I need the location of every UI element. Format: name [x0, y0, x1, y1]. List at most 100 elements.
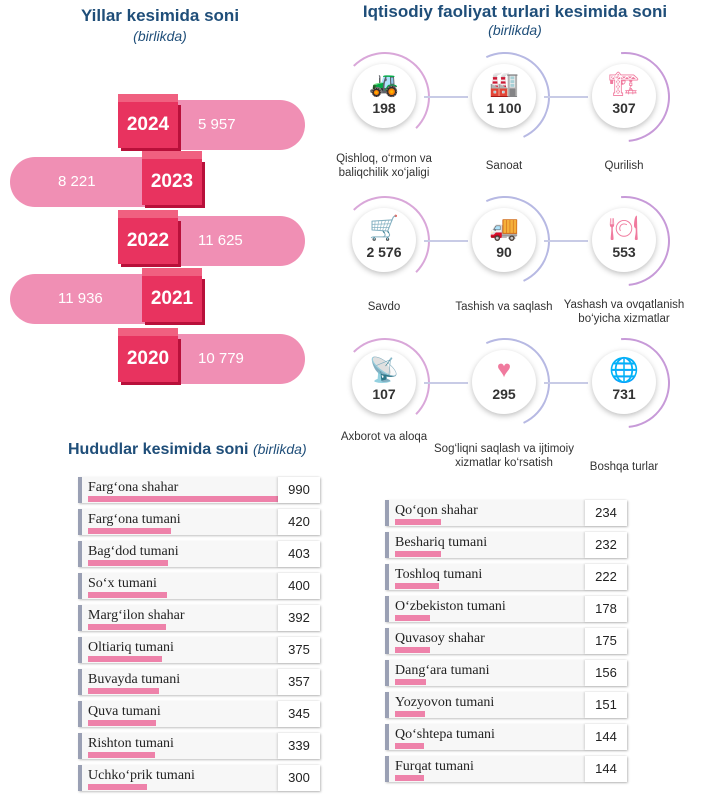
activity-circle: 📡 107 — [352, 350, 416, 414]
year-value-label: 5 957 — [198, 116, 236, 133]
activity-label: Yashash va ovqatlanish bo‘yicha xizmatla… — [563, 299, 685, 325]
region-name: Qo‘qon shahar — [395, 503, 478, 518]
activity-value: 307 — [612, 100, 636, 116]
region-bar — [88, 560, 168, 566]
region-row: Uchko‘prik tumani 300 — [78, 765, 320, 791]
region-bar — [395, 647, 430, 653]
region-row: Toshloq tumani 222 — [385, 564, 627, 590]
region-name: Quva tumani — [88, 704, 161, 719]
activity-circle: ♥ 295 — [472, 350, 536, 414]
region-bar — [395, 615, 431, 621]
region-value: 144 — [585, 756, 627, 782]
region-name: Toshloq tumani — [395, 567, 483, 582]
region-row-edge — [78, 733, 82, 759]
region-bar — [395, 583, 439, 589]
region-row-edge — [385, 724, 389, 750]
region-bar — [88, 592, 168, 598]
region-bar — [395, 519, 442, 525]
region-bar — [88, 496, 284, 502]
region-row-edge — [78, 605, 82, 631]
region-row-edge — [78, 477, 82, 503]
shopping-cart-icon: 🛒 — [369, 215, 399, 242]
year-label: 2021 — [142, 268, 202, 322]
region-name: O‘zbekiston tumani — [395, 599, 506, 614]
region-row: Rishton tumani 339 — [78, 733, 320, 759]
region-bar — [88, 720, 157, 726]
region-row: Quvasoy shahar 175 — [385, 628, 627, 654]
year-label: 2022 — [118, 210, 178, 264]
region-name: Oltiariq tumani — [88, 640, 174, 655]
region-name: Rishton tumani — [88, 736, 174, 751]
region-row-edge — [78, 541, 82, 567]
regions-subtitle: (birlikda) — [252, 441, 307, 457]
activity-connector — [424, 382, 468, 384]
region-row: Marg‘ilon shahar 392 — [78, 605, 320, 631]
region-bar — [395, 775, 424, 781]
antenna-tower-icon: 📡 — [369, 357, 399, 384]
activity-circle: 🚜 198 — [352, 64, 416, 128]
region-name: Dang‘ara tumani — [395, 663, 490, 678]
region-name: Farg‘ona shahar — [88, 480, 179, 495]
region-name: Uchko‘prik tumani — [88, 768, 195, 783]
truck-icon: 🚚 — [489, 215, 519, 242]
activity-circle: 🌐 731 — [592, 350, 656, 414]
region-value: 392 — [278, 605, 320, 631]
regions-title: Hududlar kesimida soni — [68, 441, 249, 458]
activity-connector — [424, 240, 468, 242]
region-row: So‘x tumani 400 — [78, 573, 320, 599]
activity-value: 295 — [492, 386, 516, 402]
tractor-icon: 🚜 — [369, 71, 399, 98]
region-name: Quvasoy shahar — [395, 631, 485, 646]
region-bar — [88, 624, 166, 630]
region-value: 234 — [585, 500, 627, 526]
region-bar — [88, 528, 172, 534]
region-value: 175 — [585, 628, 627, 654]
region-row: Beshariq tumani 232 — [385, 532, 627, 558]
medical-heart-icon: ♥ — [496, 356, 512, 383]
activity-value: 90 — [496, 244, 512, 260]
region-row: Furqat tumani 144 — [385, 756, 627, 782]
globe-arrow-icon: 🌐 — [609, 357, 639, 384]
region-name: Yozyovon tumani — [395, 695, 495, 710]
activity-label: Sanoat — [485, 160, 523, 172]
region-name: Buvayda tumani — [88, 672, 181, 687]
regions-header: Hududlar kesimida soni (birlikda) — [68, 441, 368, 459]
region-bar — [395, 551, 441, 557]
region-row-edge — [78, 573, 82, 599]
region-name: Bag‘dod tumani — [88, 544, 179, 559]
activity-value: 2 576 — [366, 244, 402, 260]
activity-circle: 🍽 553 — [592, 208, 656, 272]
region-row-edge — [385, 628, 389, 654]
plate-cutlery-icon: 🍽 — [608, 215, 640, 242]
region-row-edge — [385, 532, 389, 558]
region-row: Bag‘dod tumani 403 — [78, 541, 320, 567]
year-label: 2024 — [118, 94, 178, 148]
activity-connector — [544, 382, 588, 384]
region-value: 357 — [278, 669, 320, 695]
year-value-label: 10 779 — [198, 350, 244, 367]
region-bar — [88, 752, 156, 758]
activity-value: 198 — [372, 100, 396, 116]
activity-value: 107 — [372, 386, 396, 402]
region-bar — [395, 711, 425, 717]
region-row-edge — [385, 660, 389, 686]
region-value: 400 — [278, 573, 320, 599]
activity-circle: 🚚 90 — [472, 208, 536, 272]
region-value: 300 — [278, 765, 320, 791]
region-value: 144 — [585, 724, 627, 750]
activities-subtitle: (birlikda) — [488, 22, 542, 38]
year-value-label: 11 936 — [58, 290, 103, 307]
region-value: 420 — [278, 509, 320, 535]
region-row: O‘zbekiston tumani 178 — [385, 596, 627, 622]
region-row: Buvayda tumani 357 — [78, 669, 320, 695]
region-value: 990 — [278, 477, 320, 503]
activity-label: Qurilish — [604, 160, 644, 172]
region-row: Farg‘ona tumani 420 — [78, 509, 320, 535]
region-bar — [88, 688, 159, 694]
region-value: 403 — [278, 541, 320, 567]
region-row: Yozyovon tumani 151 — [385, 692, 627, 718]
region-value: 345 — [278, 701, 320, 727]
region-row: Dang‘ara tumani 156 — [385, 660, 627, 686]
region-row-edge — [78, 669, 82, 695]
region-value: 375 — [278, 637, 320, 663]
